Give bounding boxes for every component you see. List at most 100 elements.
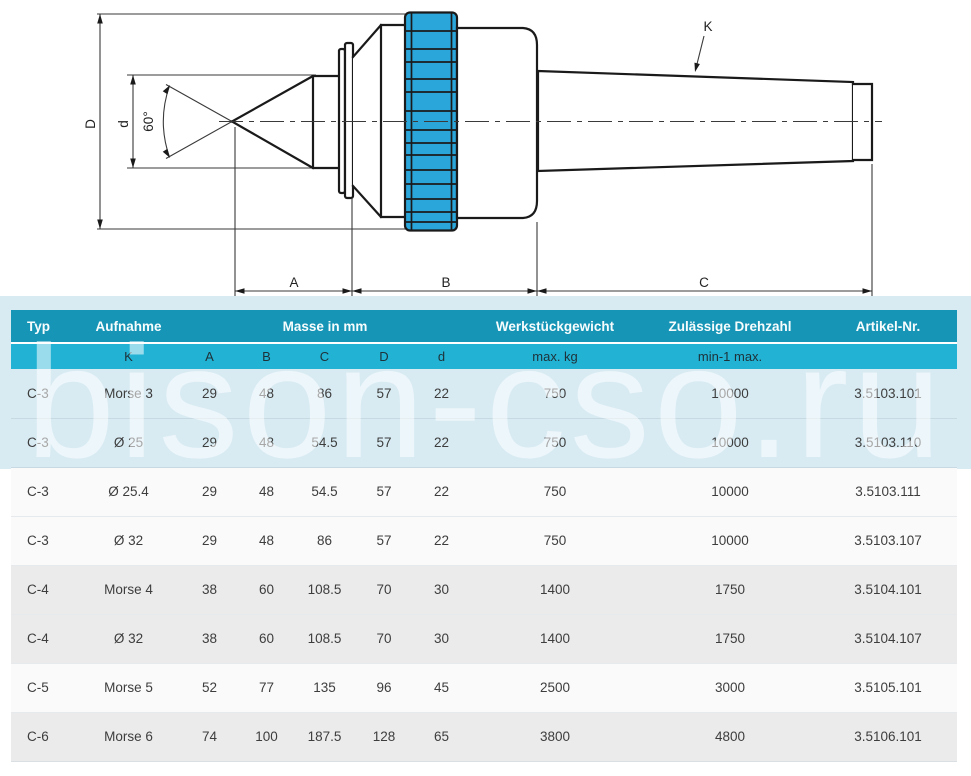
cell-artikel: 3.5103.101 <box>854 385 922 401</box>
cell-d: 45 <box>434 680 450 695</box>
table-header-row: Typ Aufnahme Masse in mm Werkstückgewich… <box>11 310 958 344</box>
cell-weight: 3800 <box>540 729 571 744</box>
cell-B: 48 <box>258 533 275 548</box>
cell-artikel: 3.5103.111 <box>855 484 921 499</box>
cell-D: 57 <box>376 385 392 401</box>
cell-C: 86 <box>316 533 333 548</box>
cell-C: 108.5 <box>307 582 342 597</box>
table-row: C-6 Morse 6 74 100 187.5 128 65 3800 480… <box>11 712 958 761</box>
cell-aufnahme: Morse 5 <box>104 680 153 695</box>
cell-A: 52 <box>201 680 218 695</box>
header-typ: Typ <box>11 310 76 344</box>
cell-B: 60 <box>258 631 275 646</box>
cell-B: 77 <box>258 680 275 695</box>
label-A: A <box>289 275 298 290</box>
cell-typ: C-4 <box>27 582 49 597</box>
cell-speed: 10000 <box>711 484 749 499</box>
cell-B: 100 <box>255 729 278 744</box>
cell-D: 70 <box>376 631 392 646</box>
cell-weight: 750 <box>543 385 567 401</box>
cell-speed: 3000 <box>715 680 746 695</box>
cell-C: 54.5 <box>311 484 338 499</box>
cell-artikel: 3.5103.107 <box>854 533 922 548</box>
cell-d: 22 <box>434 385 450 401</box>
label-K: K <box>703 19 712 34</box>
subheader-D: D <box>379 349 389 364</box>
cell-typ: C-3 <box>27 435 49 450</box>
label-B: B <box>441 275 450 290</box>
header-artikel: Artikel-Nr. <box>819 310 958 344</box>
cell-C: 187.5 <box>307 729 342 744</box>
cell-weight: 750 <box>543 484 567 499</box>
cell-D: 57 <box>376 484 392 499</box>
cell-D: 70 <box>376 582 392 597</box>
cell-typ: C-3 <box>27 533 49 548</box>
table-row: C-3 Ø 25 29 48 54.5 57 22 750 10000 3.51… <box>11 418 958 467</box>
cell-speed: 10000 <box>711 435 749 450</box>
cell-weight: 2500 <box>540 680 571 695</box>
cell-artikel: 3.5106.101 <box>854 729 922 744</box>
technical-drawing: D d 60° <box>83 11 882 296</box>
cell-A: 74 <box>201 729 218 744</box>
cell-D: 57 <box>376 533 392 548</box>
cell-D: 57 <box>376 435 392 450</box>
cell-typ: C-3 <box>27 385 49 401</box>
cell-speed: 10000 <box>711 385 749 401</box>
cell-typ: C-5 <box>27 680 49 695</box>
body-right <box>455 26 539 220</box>
cell-A: 38 <box>201 631 218 646</box>
cell-C: 86 <box>316 385 333 401</box>
table-row: C-5 Morse 5 52 77 135 96 45 2500 3000 3.… <box>11 663 958 712</box>
dimension-d: d <box>116 75 136 168</box>
cell-artikel: 3.5105.101 <box>854 680 922 695</box>
cell-C: 135 <box>313 680 336 695</box>
table-row: C-3 Morse 3 29 48 86 57 22 750 10000 3.5… <box>11 369 957 418</box>
cell-d: 22 <box>434 533 450 548</box>
table-subheader-row: K A B C D d max. kg min-1 max. <box>11 343 958 369</box>
cell-d: 22 <box>434 435 450 450</box>
cell-weight: 1400 <box>540 631 571 646</box>
cell-aufnahme: Morse 6 <box>104 729 153 744</box>
header-werkstueckgewicht: Werkstückgewicht <box>469 310 642 344</box>
cell-speed: 4800 <box>715 729 746 744</box>
label-C: C <box>699 275 709 290</box>
subheader-C: C <box>319 349 330 364</box>
cell-A: 29 <box>201 484 218 499</box>
cell-speed: 1750 <box>715 582 746 597</box>
cell-d: 30 <box>434 631 450 646</box>
cell-typ: C-3 <box>27 484 49 499</box>
cell-speed: 10000 <box>711 533 749 548</box>
cell-A: 38 <box>201 582 218 597</box>
cell-aufnahme: Ø 25.4 <box>108 484 149 499</box>
label-60deg: 60° <box>141 111 156 131</box>
cell-weight: 1400 <box>540 582 571 597</box>
cell-aufnahme: Ø 32 <box>113 533 144 548</box>
cell-B: 60 <box>258 582 275 597</box>
header-masse: Masse in mm <box>181 310 470 344</box>
cell-d: 22 <box>434 484 450 499</box>
cell-d: 30 <box>434 582 450 597</box>
table-row: C-4 Ø 32 38 60 108.5 70 30 1400 1750 3.5… <box>11 614 958 663</box>
cell-C: 54.5 <box>311 435 338 450</box>
dimension-D: D <box>83 14 103 229</box>
table-body: C-3 Morse 3 29 48 86 57 22 750 10000 3.5… <box>11 369 958 761</box>
flange-washers <box>337 41 355 200</box>
subheader-K: K <box>124 349 133 364</box>
cell-B: 48 <box>258 435 275 450</box>
subheader-B: B <box>262 349 271 364</box>
cell-d: 65 <box>434 729 450 744</box>
extension-lines <box>97 13 410 230</box>
header-drehzahl: Zulässige Drehzahl <box>641 310 820 344</box>
dimensions-ABC: A B C <box>234 127 873 296</box>
cell-weight: 750 <box>543 435 567 450</box>
subheader-empty <box>819 343 957 369</box>
cell-artikel: 3.5104.101 <box>854 582 922 597</box>
angle-60: 60° <box>141 84 233 159</box>
cell-aufnahme: Ø 25 <box>113 435 144 450</box>
table-row: C-4 Morse 4 38 60 108.5 70 30 1400 1750 … <box>11 565 958 614</box>
cell-A: 29 <box>201 533 218 548</box>
label-D: D <box>83 119 98 129</box>
header-aufnahme: Aufnahme <box>76 310 181 344</box>
cell-A: 29 <box>201 385 218 401</box>
